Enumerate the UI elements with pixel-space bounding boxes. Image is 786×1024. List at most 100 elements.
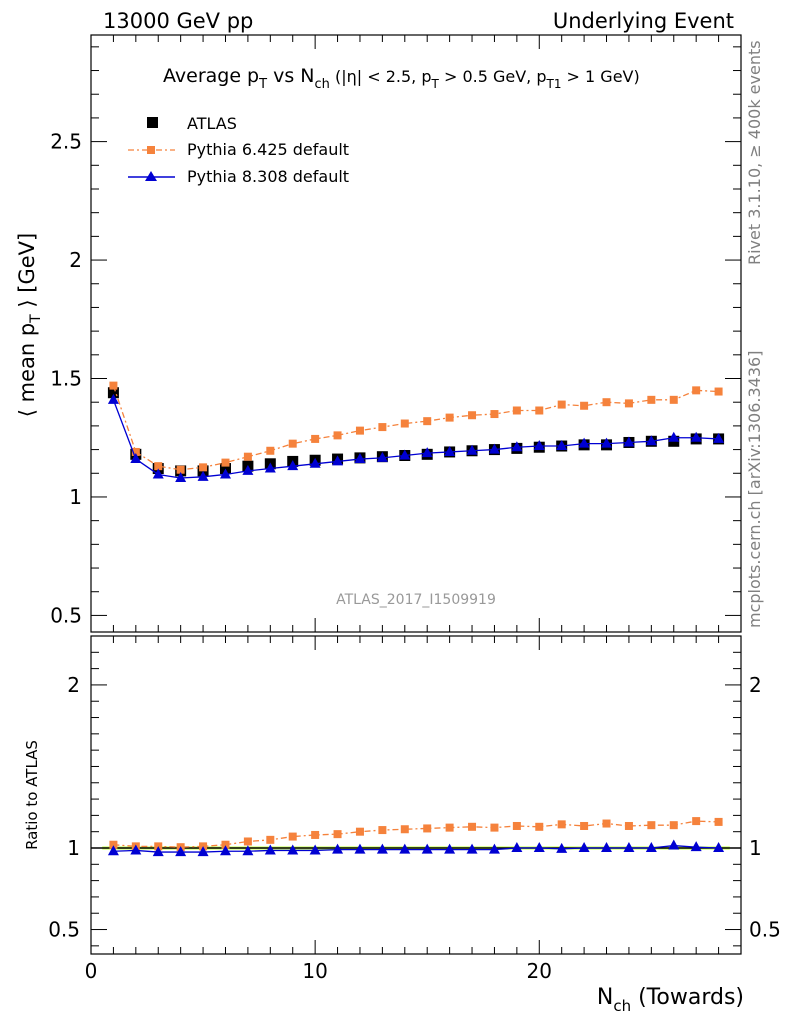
ratio-pythia8-marker xyxy=(107,845,119,856)
reference-label: ATLAS_2017_I1509919 xyxy=(336,592,496,608)
x-axis-label: Nch (Towards) xyxy=(597,985,744,1015)
ratio-y-tick-label-left: 0.5 xyxy=(48,918,80,942)
atlas-marker xyxy=(107,387,119,399)
pythia6-marker xyxy=(176,465,185,474)
main-y-axis-label: ⟨ mean pT ⟩ [GeV] xyxy=(15,233,44,418)
ratio-y-tick-label-left: 1 xyxy=(67,836,80,860)
pythia8-marker xyxy=(175,472,187,483)
ratio-ticks xyxy=(90,636,742,954)
pythia8-marker xyxy=(354,453,366,464)
ratio-panel: 0.5 0.5 1 1 2 2 0 10 20 Ratio to ATLAS Nch (Tow… xyxy=(23,635,781,1015)
pythia8-marker xyxy=(668,431,680,442)
pythia8-marker xyxy=(152,468,164,479)
pythia8-marker xyxy=(399,449,411,460)
pythia6-marker xyxy=(535,406,544,415)
header-right: Underlying Event xyxy=(553,9,734,33)
pythia6-marker xyxy=(602,398,611,407)
ratio-pythia8-marker xyxy=(130,844,142,855)
pythia8-marker xyxy=(197,470,209,481)
ratio-pythia8-marker xyxy=(376,843,388,854)
ratio-pythia6-marker xyxy=(624,821,633,830)
legend-marker-pythia6 xyxy=(147,146,155,154)
main-panel: 0.5 1 1.5 2 2.5 Average pT vs Nch (|η| < 2.5… xyxy=(15,34,742,633)
ratio-pythia8-marker xyxy=(690,841,702,852)
ratio-pythia8-marker xyxy=(287,844,299,855)
ratio-pythia6-marker xyxy=(647,821,656,830)
side-text-bottom: mcplots.cern.ch [arXiv:1306.3436] xyxy=(745,351,764,628)
ratio-pythia8-marker xyxy=(623,842,635,852)
main-series xyxy=(107,381,725,483)
pythia6-marker xyxy=(423,417,432,426)
pythia6-marker xyxy=(714,387,723,396)
header-left: 13000 GeV pp xyxy=(103,9,253,33)
legend-label-pythia8: Pythia 8.308 default xyxy=(187,167,349,186)
pythia8-marker xyxy=(578,437,590,448)
x-tick-labels: 0 10 20 xyxy=(85,959,552,983)
ratio-pythia6-marker xyxy=(535,822,544,831)
ratio-pythia6-marker xyxy=(490,823,499,832)
pythia8-marker xyxy=(421,447,433,458)
ratio-series xyxy=(107,817,725,857)
main-y-tick-label: 0.5 xyxy=(50,603,82,627)
ratio-pythia6-marker xyxy=(714,817,723,826)
pythia6-marker xyxy=(624,399,633,408)
ratio-pythia8-marker xyxy=(578,842,590,852)
pythia6-line xyxy=(112,385,719,471)
pythia6-marker xyxy=(378,423,387,432)
pythia8-marker xyxy=(488,443,500,454)
ratio-pythia8-marker xyxy=(175,846,187,857)
ratio-pythia8-marker xyxy=(309,844,321,855)
pythia6-marker xyxy=(490,410,499,419)
ratio-pythia6-marker xyxy=(423,824,432,833)
pythia6-marker xyxy=(468,411,477,420)
ratio-pythia8-marker xyxy=(197,846,209,857)
main-y-tick-label: 1.5 xyxy=(50,367,82,391)
pythia8-marker xyxy=(376,451,388,462)
pythia8-marker xyxy=(533,440,545,451)
ratio-pythia6-marker xyxy=(109,840,118,849)
x-tick-label: 0 xyxy=(85,959,98,983)
ratio-pythia8-marker xyxy=(511,842,523,852)
pythia8-marker xyxy=(645,435,657,446)
pythia6-marker xyxy=(221,458,230,467)
ratio-pythia6-marker xyxy=(445,823,454,832)
legend-label-atlas: ATLAS xyxy=(187,114,237,133)
pythia8-marker xyxy=(287,460,299,471)
ratio-pythia8-marker xyxy=(533,842,545,852)
ratio-pythia6-marker xyxy=(288,832,297,841)
pythia8-marker xyxy=(444,445,456,456)
ratio-pythia8-marker xyxy=(556,842,568,853)
ratio-pythia8-marker xyxy=(668,839,680,850)
ratio-pythia8-marker xyxy=(488,843,500,854)
ratio-pythia8-marker xyxy=(332,843,344,854)
ratio-pythia8-marker xyxy=(466,843,478,854)
ratio-y-axis-label: Ratio to ATLAS xyxy=(23,740,41,850)
pythia8-marker xyxy=(556,440,568,451)
ratio-pythia8-marker xyxy=(242,845,254,856)
pythia8-marker xyxy=(264,462,276,473)
pythia6-marker xyxy=(580,401,589,410)
pythia6-marker xyxy=(131,447,140,456)
pythia8-marker xyxy=(130,453,142,464)
ratio-pythia6-marker xyxy=(602,819,611,828)
pythia8-marker xyxy=(713,432,725,443)
ratio-pythia6-marker xyxy=(557,820,566,829)
ratio-pythia6-marker xyxy=(512,821,521,830)
main-y-tick-label: 2.5 xyxy=(50,130,82,154)
ratio-pythia8-marker xyxy=(399,843,411,854)
ratio-pythia6-marker xyxy=(669,821,678,830)
ratio-pythia8-marker xyxy=(421,843,433,854)
legend: ATLAS Pythia 6.425 default Pythia 8.308 … xyxy=(128,114,349,186)
ratio-pythia6-marker xyxy=(333,830,342,839)
legend-marker-pythia8 xyxy=(145,171,157,181)
pythia6-marker xyxy=(445,413,454,422)
main-y-tick-labels: 0.5 1 1.5 2 2.5 xyxy=(50,130,82,628)
pythia8-marker xyxy=(623,436,635,447)
pythia6-marker xyxy=(311,434,320,443)
pythia8-marker xyxy=(601,437,613,448)
ratio-pythia6-marker xyxy=(580,821,589,830)
side-text-top: Rivet 3.1.10, ≥ 400k events xyxy=(745,40,764,265)
ratio-pythia6-marker xyxy=(355,827,364,836)
main-y-tick-label: 2 xyxy=(69,248,82,272)
pythia6-marker xyxy=(154,462,163,471)
